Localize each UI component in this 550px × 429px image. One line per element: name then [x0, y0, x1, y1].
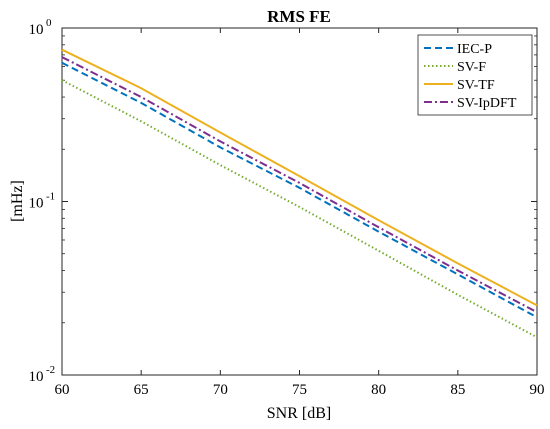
y-tick-label-exponent: 0 — [46, 17, 52, 29]
y-tick-label-exponent: -2 — [46, 364, 55, 376]
series-line-sv-f — [61, 79, 538, 339]
x-tick-label: 60 — [55, 382, 70, 398]
x-tick-label: 70 — [213, 382, 228, 398]
x-tick-label: 85 — [450, 382, 465, 398]
legend-label: IEC-P — [457, 42, 492, 57]
series-line-sv-ipdft — [61, 56, 538, 314]
legend-label: SV-IpDFT — [457, 96, 517, 111]
x-tick-label: 90 — [530, 382, 545, 398]
legend-label: SV-TF — [457, 78, 495, 93]
x-axis-label: SNR [dB] — [267, 405, 331, 422]
chart-title: RMS FE — [267, 7, 331, 26]
y-tick-label: 10 — [29, 369, 44, 385]
legend-label: SV-F — [457, 60, 486, 75]
x-tick-label: 75 — [292, 382, 307, 398]
x-axis: 60 65 70 75 80 85 90 — [55, 28, 545, 398]
y-tick-label-exponent: -1 — [46, 191, 55, 203]
series-line-iec-p — [61, 61, 538, 319]
y-tick-label: 10 — [29, 196, 44, 212]
y-axis-label: [mHz] — [9, 180, 26, 222]
series-layer — [61, 48, 538, 339]
y-tick-label: 10 — [29, 22, 44, 38]
x-tick-label: 65 — [134, 382, 149, 398]
legend: IEC-P SV-F SV-TF SV-IpDFT — [417, 34, 533, 116]
series-line-sv-tf — [61, 48, 538, 307]
x-tick-label: 80 — [371, 382, 386, 398]
